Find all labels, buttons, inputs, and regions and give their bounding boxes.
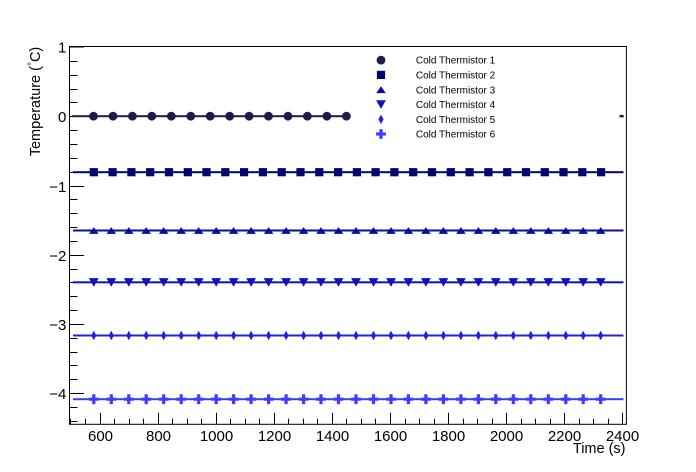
svg-text:−1: −1 xyxy=(49,179,66,196)
svg-text:−4: −4 xyxy=(49,386,66,403)
svg-text:Temperature (°C): Temperature (°C) xyxy=(27,47,44,157)
svg-text:Cold Thermistor 3: Cold Thermistor 3 xyxy=(416,85,496,96)
svg-text:1000: 1000 xyxy=(200,428,233,445)
svg-text:Cold Thermistor 6: Cold Thermistor 6 xyxy=(416,130,496,141)
svg-text:0: 0 xyxy=(58,109,66,126)
svg-text:1400: 1400 xyxy=(316,428,349,445)
svg-text:Cold Thermistor 4: Cold Thermistor 4 xyxy=(416,100,496,111)
svg-text:600: 600 xyxy=(88,428,113,445)
svg-text:2400: 2400 xyxy=(606,428,639,445)
svg-text:2000: 2000 xyxy=(490,428,523,445)
svg-text:1600: 1600 xyxy=(374,428,407,445)
svg-text:800: 800 xyxy=(146,428,171,445)
svg-text:1800: 1800 xyxy=(432,428,465,445)
svg-text:Cold Thermistor 1: Cold Thermistor 1 xyxy=(416,56,496,67)
svg-text:−3: −3 xyxy=(49,317,66,334)
svg-text:1: 1 xyxy=(58,40,66,57)
svg-text:2200: 2200 xyxy=(548,428,581,445)
svg-text:Time (s): Time (s) xyxy=(573,441,626,457)
svg-text:Cold Thermistor 5: Cold Thermistor 5 xyxy=(416,115,496,126)
svg-text:Cold Thermistor 2: Cold Thermistor 2 xyxy=(416,71,496,82)
svg-text:−2: −2 xyxy=(49,248,66,265)
svg-text:1200: 1200 xyxy=(258,428,291,445)
